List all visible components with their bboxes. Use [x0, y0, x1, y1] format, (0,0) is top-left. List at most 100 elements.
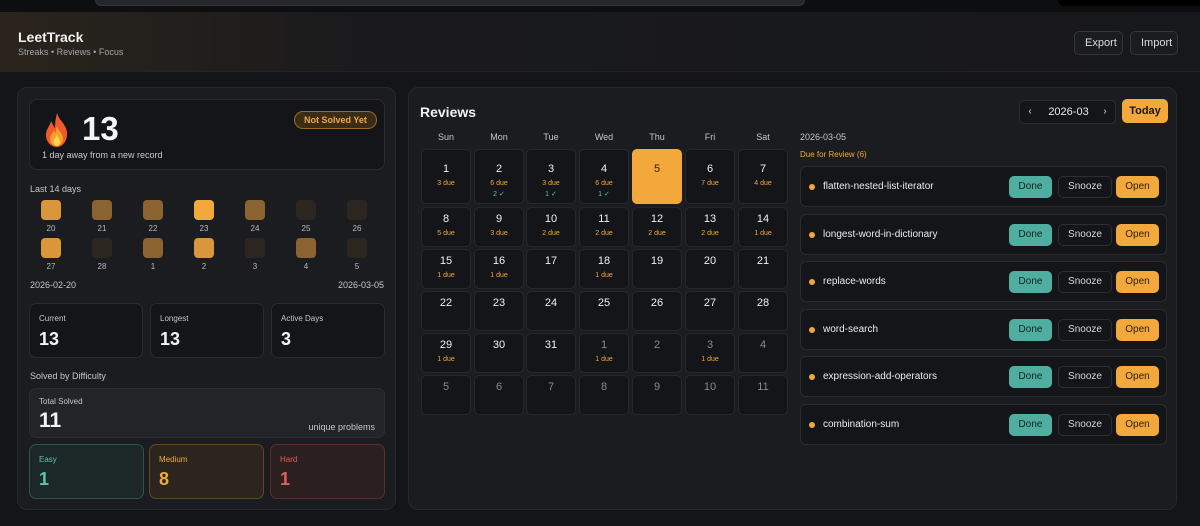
- calendar-day[interactable]: 1 1 due: [579, 333, 629, 373]
- calendar-day[interactable]: 3 1 due: [685, 333, 735, 373]
- calendar-day[interactable]: 27: [685, 291, 735, 331]
- done-button[interactable]: Done: [1009, 318, 1052, 341]
- calendar-day[interactable]: 20: [685, 249, 735, 289]
- selected-date: 2026-03-05: [800, 132, 847, 142]
- calendar-day[interactable]: 4: [738, 333, 788, 373]
- calendar-day[interactable]: 22: [421, 291, 471, 331]
- open-button[interactable]: Open: [1116, 413, 1159, 436]
- done-button[interactable]: Done: [1009, 271, 1052, 293]
- calendar-day[interactable]: 31: [526, 333, 576, 373]
- calendar-day[interactable]: 24: [526, 291, 576, 331]
- open-button[interactable]: Open: [1116, 223, 1159, 246]
- calendar-day-number: 3: [706, 339, 714, 351]
- difficulty-label: Solved by Difficulty: [30, 371, 106, 381]
- calendar-day[interactable]: 9: [632, 375, 682, 415]
- today-button[interactable]: Today: [1122, 99, 1168, 123]
- browser-control: [1058, 0, 1200, 6]
- calendar-day[interactable]: 4 6 due 1 ✓: [579, 149, 629, 204]
- snooze-button[interactable]: Snooze: [1058, 223, 1112, 246]
- calendar-day[interactable]: 16 1 due: [474, 249, 524, 289]
- day-label: 20: [46, 224, 56, 233]
- calendar-day[interactable]: 7: [526, 375, 576, 415]
- calendar-day[interactable]: 10 2 due: [526, 207, 576, 247]
- calendar-day[interactable]: 6: [474, 375, 524, 415]
- calendar-day[interactable]: 5: [421, 375, 471, 415]
- calendar-day[interactable]: 17: [526, 249, 576, 289]
- day-label: 1: [150, 262, 156, 271]
- day-cell: 24: [235, 200, 275, 234]
- done-count: 2 ✓: [493, 191, 505, 198]
- day-label: 4: [303, 262, 309, 271]
- weekday-tue: Tue: [543, 132, 559, 142]
- calendar-day[interactable]: 9 3 due: [474, 207, 524, 247]
- calendar-day[interactable]: 12 2 due: [632, 207, 682, 247]
- calendar-day[interactable]: 10: [685, 375, 735, 415]
- weekday-wed: Wed: [594, 132, 614, 142]
- activity-square: [245, 200, 265, 220]
- calendar-day[interactable]: 1 3 due: [421, 149, 471, 204]
- open-button[interactable]: Open: [1116, 176, 1159, 198]
- export-button[interactable]: Export: [1074, 31, 1123, 55]
- calendar-day[interactable]: 13 2 due: [685, 207, 735, 247]
- day-label: 22: [148, 224, 158, 233]
- calendar-day[interactable]: 14 1 due: [738, 207, 788, 247]
- snooze-button[interactable]: Snooze: [1058, 366, 1112, 388]
- calendar-day-number: 9: [653, 381, 661, 393]
- calendar-day[interactable]: 2 6 due 2 ✓: [474, 149, 524, 204]
- status-dot: [809, 231, 815, 238]
- snooze-button[interactable]: Snooze: [1058, 318, 1112, 341]
- open-button[interactable]: Open: [1116, 366, 1159, 388]
- snooze-button[interactable]: Snooze: [1058, 413, 1112, 436]
- import-button[interactable]: Import: [1130, 31, 1178, 55]
- calendar-day[interactable]: 8 5 due: [421, 207, 471, 247]
- day-label: 2: [201, 262, 207, 271]
- day-cell: 27: [31, 238, 71, 272]
- browser-top-strip: [0, 0, 1200, 12]
- problem-name: longest-word-in-dictionary: [823, 228, 938, 240]
- calendar-day[interactable]: 11: [738, 375, 788, 415]
- calendar-day-number: 20: [703, 255, 717, 267]
- calendar-day[interactable]: 6 7 due: [685, 149, 735, 204]
- calendar-day-number: 5: [442, 381, 450, 393]
- done-button[interactable]: Done: [1009, 366, 1052, 388]
- status-dot: [809, 184, 815, 190]
- calendar-day[interactable]: 5: [632, 149, 682, 204]
- done-button[interactable]: Done: [1009, 176, 1052, 198]
- calendar-day[interactable]: 29 1 due: [421, 333, 471, 373]
- calendar-day[interactable]: 11 2 due: [579, 207, 629, 247]
- prev-month-button[interactable]: ‹: [1028, 106, 1032, 117]
- day-cell: 4: [286, 238, 326, 272]
- calendar-day[interactable]: 28: [738, 291, 788, 331]
- day-cell: 21: [82, 200, 122, 234]
- calendar-day[interactable]: 18 1 due: [579, 249, 629, 289]
- calendar-day[interactable]: 8: [579, 375, 629, 415]
- problem-name: combination-sum: [823, 418, 900, 430]
- calendar-day[interactable]: 23: [474, 291, 524, 331]
- snooze-button[interactable]: Snooze: [1058, 271, 1112, 293]
- next-month-button[interactable]: ›: [1103, 106, 1107, 117]
- calendar-day-number: 6: [706, 163, 714, 175]
- calendar-day[interactable]: 15 1 due: [421, 249, 471, 289]
- calendar-day[interactable]: 2: [632, 333, 682, 373]
- app-header: LeetTrack Streaks • Reviews • Focus Expo…: [0, 12, 1200, 72]
- active-days-card: Active Days 3: [271, 303, 385, 358]
- day-cell: 22: [133, 200, 173, 234]
- due-count: 1 due: [437, 272, 455, 279]
- calendar-day[interactable]: 26: [632, 291, 682, 331]
- calendar-day[interactable]: 25: [579, 291, 629, 331]
- open-button[interactable]: Open: [1116, 318, 1159, 341]
- open-button[interactable]: Open: [1116, 271, 1159, 293]
- calendar-day[interactable]: 21: [738, 249, 788, 289]
- snooze-button[interactable]: Snooze: [1058, 176, 1112, 198]
- address-bar: [95, 0, 805, 6]
- calendar-day-number: 31: [544, 339, 558, 351]
- calendar-day[interactable]: 3 3 due 1 ✓: [526, 149, 576, 204]
- day-cell: 1: [133, 238, 173, 272]
- done-button[interactable]: Done: [1009, 223, 1052, 246]
- calendar-day[interactable]: 19: [632, 249, 682, 289]
- calendar-day[interactable]: 7 4 due: [738, 149, 788, 204]
- last14-label: Last 14 days: [30, 184, 82, 194]
- easy-value: 1: [39, 469, 50, 489]
- calendar-day[interactable]: 30: [474, 333, 524, 373]
- done-button[interactable]: Done: [1009, 413, 1052, 436]
